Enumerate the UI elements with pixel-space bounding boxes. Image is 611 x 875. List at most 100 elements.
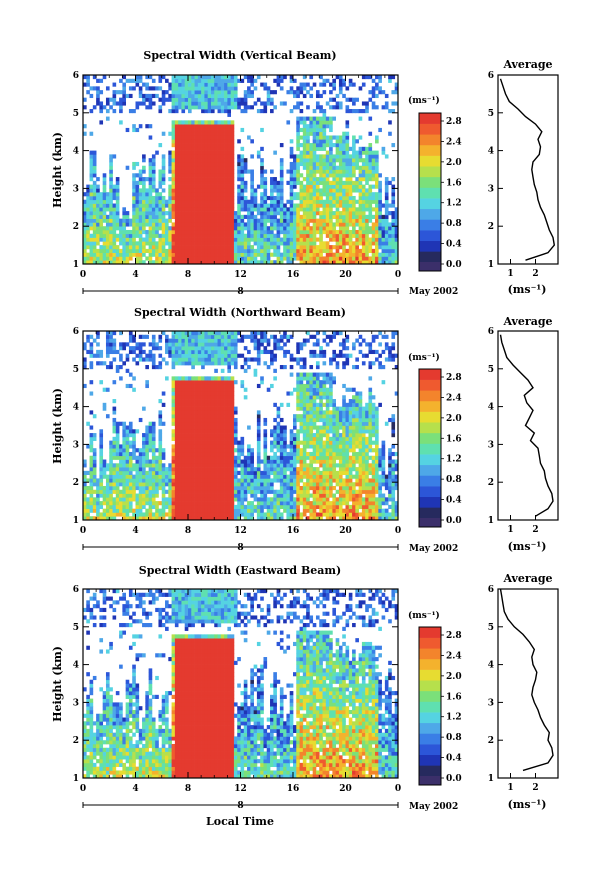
heatmap-cell [299,86,304,91]
heatmap-cell [279,177,284,182]
heatmap-cell [224,184,228,189]
heatmap-cell [289,109,294,114]
heatmap-cell [332,97,337,102]
heatmap-cell [329,260,333,265]
heatmap-cell [96,241,100,246]
heatmap-cell [122,501,127,506]
heatmap-cell [142,459,146,464]
heatmap-cell [125,459,130,464]
heatmap-cell [194,86,199,91]
heatmap-cell [309,93,314,99]
heatmap-cell [83,97,87,102]
heatmap-cell [112,346,117,351]
heatmap-cell [210,78,215,83]
heatmap-cell [151,158,156,163]
heatmap-cell [207,346,212,351]
heatmap-cell [230,75,235,80]
heatmap-cell [329,146,333,151]
heatmap-cell [119,248,123,254]
heatmap-cell [132,512,136,517]
heatmap-cell [306,241,310,246]
heatmap-cell [312,135,317,140]
heatmap-cell [371,154,376,159]
heatmap-cell [105,353,110,358]
heatmap-cell [220,357,225,362]
heatmap-cell [224,226,228,231]
heatmap-cell [342,192,346,197]
heatmap-cell [92,184,97,189]
heatmap-cell [227,478,232,483]
heatmap-cell [220,391,225,396]
heatmap-cell [109,177,113,182]
heatmap-cell [217,173,222,178]
heatmap-cell [151,334,156,339]
heatmap-cell [210,516,215,521]
heatmap-cell [325,135,330,140]
heatmap-cell [119,346,123,351]
heatmap-cell [171,150,176,155]
heatmap-cell [171,143,176,148]
heatmap-cell [204,97,209,102]
heatmap-cell [329,143,333,148]
heatmap-cell [322,139,327,144]
heatmap-cell [230,184,235,189]
heatmap-cell [345,105,350,110]
heatmap-cell [135,482,140,487]
heatmap-cell [355,97,359,102]
heatmap-cell [378,184,382,189]
heatmap-cell [335,222,340,227]
heatmap-cell [181,177,186,182]
heatmap-cell [214,252,218,257]
heatmap-cell [371,248,376,254]
heatmap-cell [214,346,218,351]
heatmap-cell [306,252,310,257]
heatmap-cell [109,154,113,159]
heatmap-cell [253,78,258,83]
heatmap-cell [145,203,149,208]
heatmap-cell [263,180,268,185]
heatmap-cell [102,211,107,216]
heatmap-cell [135,485,140,491]
heatmap-cell [329,226,333,231]
heatmap-cell [201,387,205,392]
heatmap-cell [191,334,195,339]
heatmap-cell [273,150,277,155]
heatmap-cell [204,342,209,347]
heatmap-cell [368,90,373,95]
heatmap-cell [102,105,107,110]
heatmap-cell [92,180,97,185]
heatmap-cell [224,353,228,358]
heatmap-cell [194,414,199,419]
heatmap-cell [286,237,291,242]
heatmap-cell [217,440,222,445]
heatmap-cell [237,211,241,216]
heatmap-cell [83,501,87,506]
heatmap-cell [302,146,307,151]
heatmap-cell [329,154,333,159]
heatmap-cell [188,448,192,453]
heatmap-cell [322,184,327,189]
heatmap-cell [319,226,323,231]
heatmap-cell [174,474,179,479]
heatmap-cell [312,222,317,227]
heatmap-cell [138,218,143,223]
heatmap-cell [168,226,172,231]
heatmap-cell [230,97,235,102]
heatmap-cell [194,349,199,355]
heatmap-cell [220,387,225,392]
heatmap-cell [309,260,314,265]
heatmap-cell [237,478,241,483]
heatmap-cell [181,161,186,167]
heatmap-cell [309,192,314,197]
heatmap-cell [191,376,195,381]
heatmap-cell [197,169,202,174]
heatmap-cell [119,482,123,487]
heatmap-cell [237,105,241,110]
heatmap-cell [368,237,373,242]
heatmap-cell [240,365,245,370]
heatmap-cell [345,143,350,148]
heatmap-cell [194,497,199,502]
heatmap-cell [299,195,304,201]
heatmap-cell [184,207,189,212]
heatmap-cell [227,120,232,125]
